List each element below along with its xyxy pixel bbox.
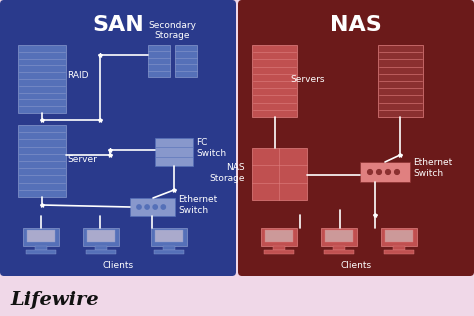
FancyBboxPatch shape	[385, 230, 413, 242]
FancyBboxPatch shape	[0, 0, 236, 276]
FancyBboxPatch shape	[175, 45, 197, 77]
Text: Secondary
Storage: Secondary Storage	[148, 21, 196, 40]
Text: NAS
Storage: NAS Storage	[210, 163, 245, 183]
Text: Lifewire: Lifewire	[10, 291, 99, 309]
Text: Servers: Servers	[291, 76, 325, 84]
FancyBboxPatch shape	[18, 125, 66, 197]
FancyBboxPatch shape	[27, 230, 55, 242]
Circle shape	[145, 205, 149, 209]
FancyBboxPatch shape	[95, 246, 107, 250]
FancyBboxPatch shape	[23, 228, 59, 246]
FancyBboxPatch shape	[155, 138, 193, 166]
FancyBboxPatch shape	[86, 250, 116, 254]
FancyBboxPatch shape	[261, 228, 297, 246]
Circle shape	[394, 170, 400, 174]
FancyBboxPatch shape	[360, 162, 410, 182]
FancyBboxPatch shape	[252, 148, 307, 200]
FancyBboxPatch shape	[87, 230, 115, 242]
FancyBboxPatch shape	[264, 230, 293, 242]
FancyBboxPatch shape	[148, 45, 170, 77]
FancyBboxPatch shape	[264, 250, 294, 254]
FancyBboxPatch shape	[273, 246, 285, 250]
Circle shape	[377, 170, 382, 174]
FancyBboxPatch shape	[392, 246, 405, 250]
FancyBboxPatch shape	[35, 246, 47, 250]
Text: Ethernet
Switch: Ethernet Switch	[413, 158, 452, 178]
FancyBboxPatch shape	[83, 228, 119, 246]
FancyBboxPatch shape	[238, 0, 474, 276]
FancyBboxPatch shape	[26, 250, 56, 254]
Circle shape	[386, 170, 391, 174]
Text: FC
Switch: FC Switch	[196, 138, 226, 158]
FancyBboxPatch shape	[378, 45, 423, 117]
Circle shape	[153, 205, 157, 209]
FancyBboxPatch shape	[252, 45, 297, 117]
Text: Clients: Clients	[102, 262, 134, 270]
Circle shape	[368, 170, 373, 174]
Text: Ethernet
Switch: Ethernet Switch	[178, 195, 217, 215]
Circle shape	[161, 205, 165, 209]
FancyBboxPatch shape	[333, 246, 345, 250]
FancyBboxPatch shape	[151, 228, 187, 246]
FancyBboxPatch shape	[325, 230, 353, 242]
FancyBboxPatch shape	[130, 198, 175, 216]
FancyBboxPatch shape	[324, 250, 354, 254]
Text: RAID: RAID	[67, 70, 89, 80]
FancyBboxPatch shape	[155, 230, 183, 242]
FancyBboxPatch shape	[155, 250, 184, 254]
FancyBboxPatch shape	[163, 246, 175, 250]
FancyBboxPatch shape	[18, 45, 66, 113]
Text: NAS: NAS	[330, 15, 382, 35]
Text: Clients: Clients	[340, 262, 372, 270]
FancyBboxPatch shape	[381, 228, 417, 246]
FancyBboxPatch shape	[384, 250, 414, 254]
Text: Server: Server	[67, 155, 97, 165]
Text: SAN: SAN	[92, 15, 144, 35]
FancyBboxPatch shape	[321, 228, 357, 246]
Circle shape	[137, 205, 141, 209]
